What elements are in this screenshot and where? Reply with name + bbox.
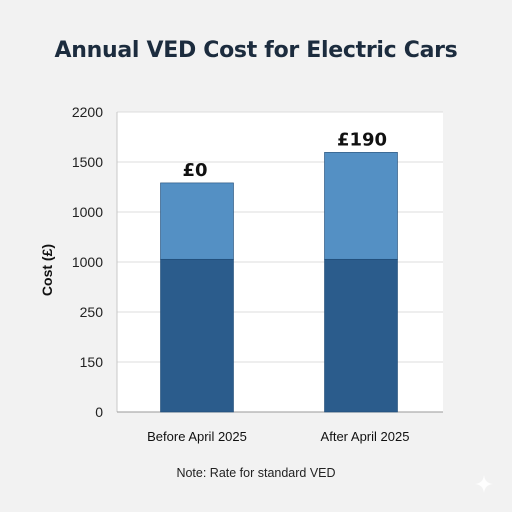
y-tick-label: 150: [80, 354, 104, 370]
x-tick-label: After April 2025: [321, 429, 410, 444]
data-label: £0: [182, 160, 207, 181]
plot-area: 0 150 250 1000 1000 1500 2200 £0 Before April 20…: [72, 104, 443, 444]
y-tick-label: 250: [80, 304, 104, 320]
bar-segment-2: [160, 182, 234, 260]
data-label: £190: [337, 129, 387, 150]
y-tick-label: 1000: [72, 254, 103, 270]
sparkle-icon: [475, 475, 493, 493]
chart-title: Annual VED Cost for Electric Cars: [54, 38, 458, 63]
y-tick-label: 0: [95, 404, 103, 420]
bar-segment-1: [160, 258, 234, 413]
bar-segment-1: [324, 258, 398, 413]
x-tick-label: Before April 2025: [147, 429, 247, 444]
bar-segment-2: [324, 152, 398, 260]
y-tick-label: 2200: [72, 104, 103, 120]
y-axis-label: Cost (£): [39, 244, 55, 296]
chart-note: Note: Rate for standard VED: [176, 466, 336, 480]
y-tick-label: 1000: [72, 204, 103, 220]
y-tick-label: 1500: [72, 154, 103, 170]
